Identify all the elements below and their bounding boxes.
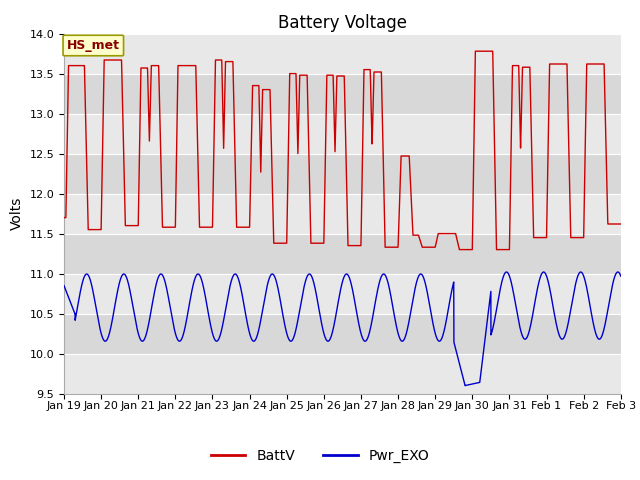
Bar xyxy=(64,114,621,154)
Title: Battery Voltage: Battery Voltage xyxy=(278,14,407,32)
Y-axis label: Volts: Volts xyxy=(10,197,24,230)
Text: HS_met: HS_met xyxy=(67,39,120,52)
Bar xyxy=(64,354,621,394)
Bar xyxy=(64,34,621,73)
Bar xyxy=(64,274,621,313)
Bar xyxy=(64,193,621,234)
Legend: BattV, Pwr_EXO: BattV, Pwr_EXO xyxy=(205,443,435,468)
